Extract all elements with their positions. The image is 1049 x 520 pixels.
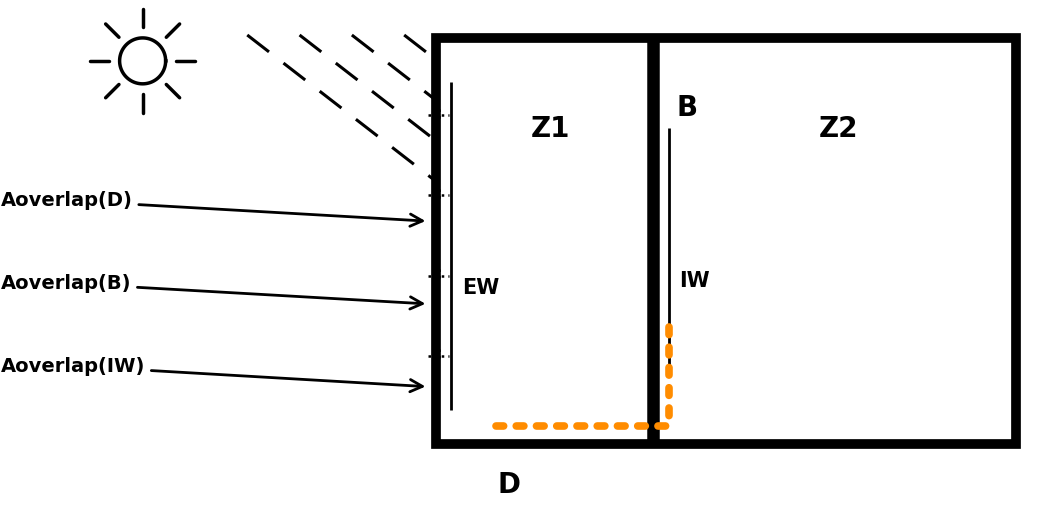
Text: Aoverlap(IW): Aoverlap(IW) bbox=[1, 357, 423, 392]
Polygon shape bbox=[120, 38, 166, 84]
Text: EW: EW bbox=[462, 278, 499, 298]
Text: Aoverlap(D): Aoverlap(D) bbox=[1, 191, 423, 226]
Bar bbox=[435, 37, 1016, 444]
Text: IW: IW bbox=[680, 271, 710, 291]
Text: B: B bbox=[677, 95, 698, 123]
Text: D: D bbox=[497, 471, 520, 499]
Text: Z2: Z2 bbox=[818, 115, 858, 143]
Text: Z1: Z1 bbox=[531, 115, 571, 143]
Text: Aoverlap(B): Aoverlap(B) bbox=[1, 274, 423, 309]
